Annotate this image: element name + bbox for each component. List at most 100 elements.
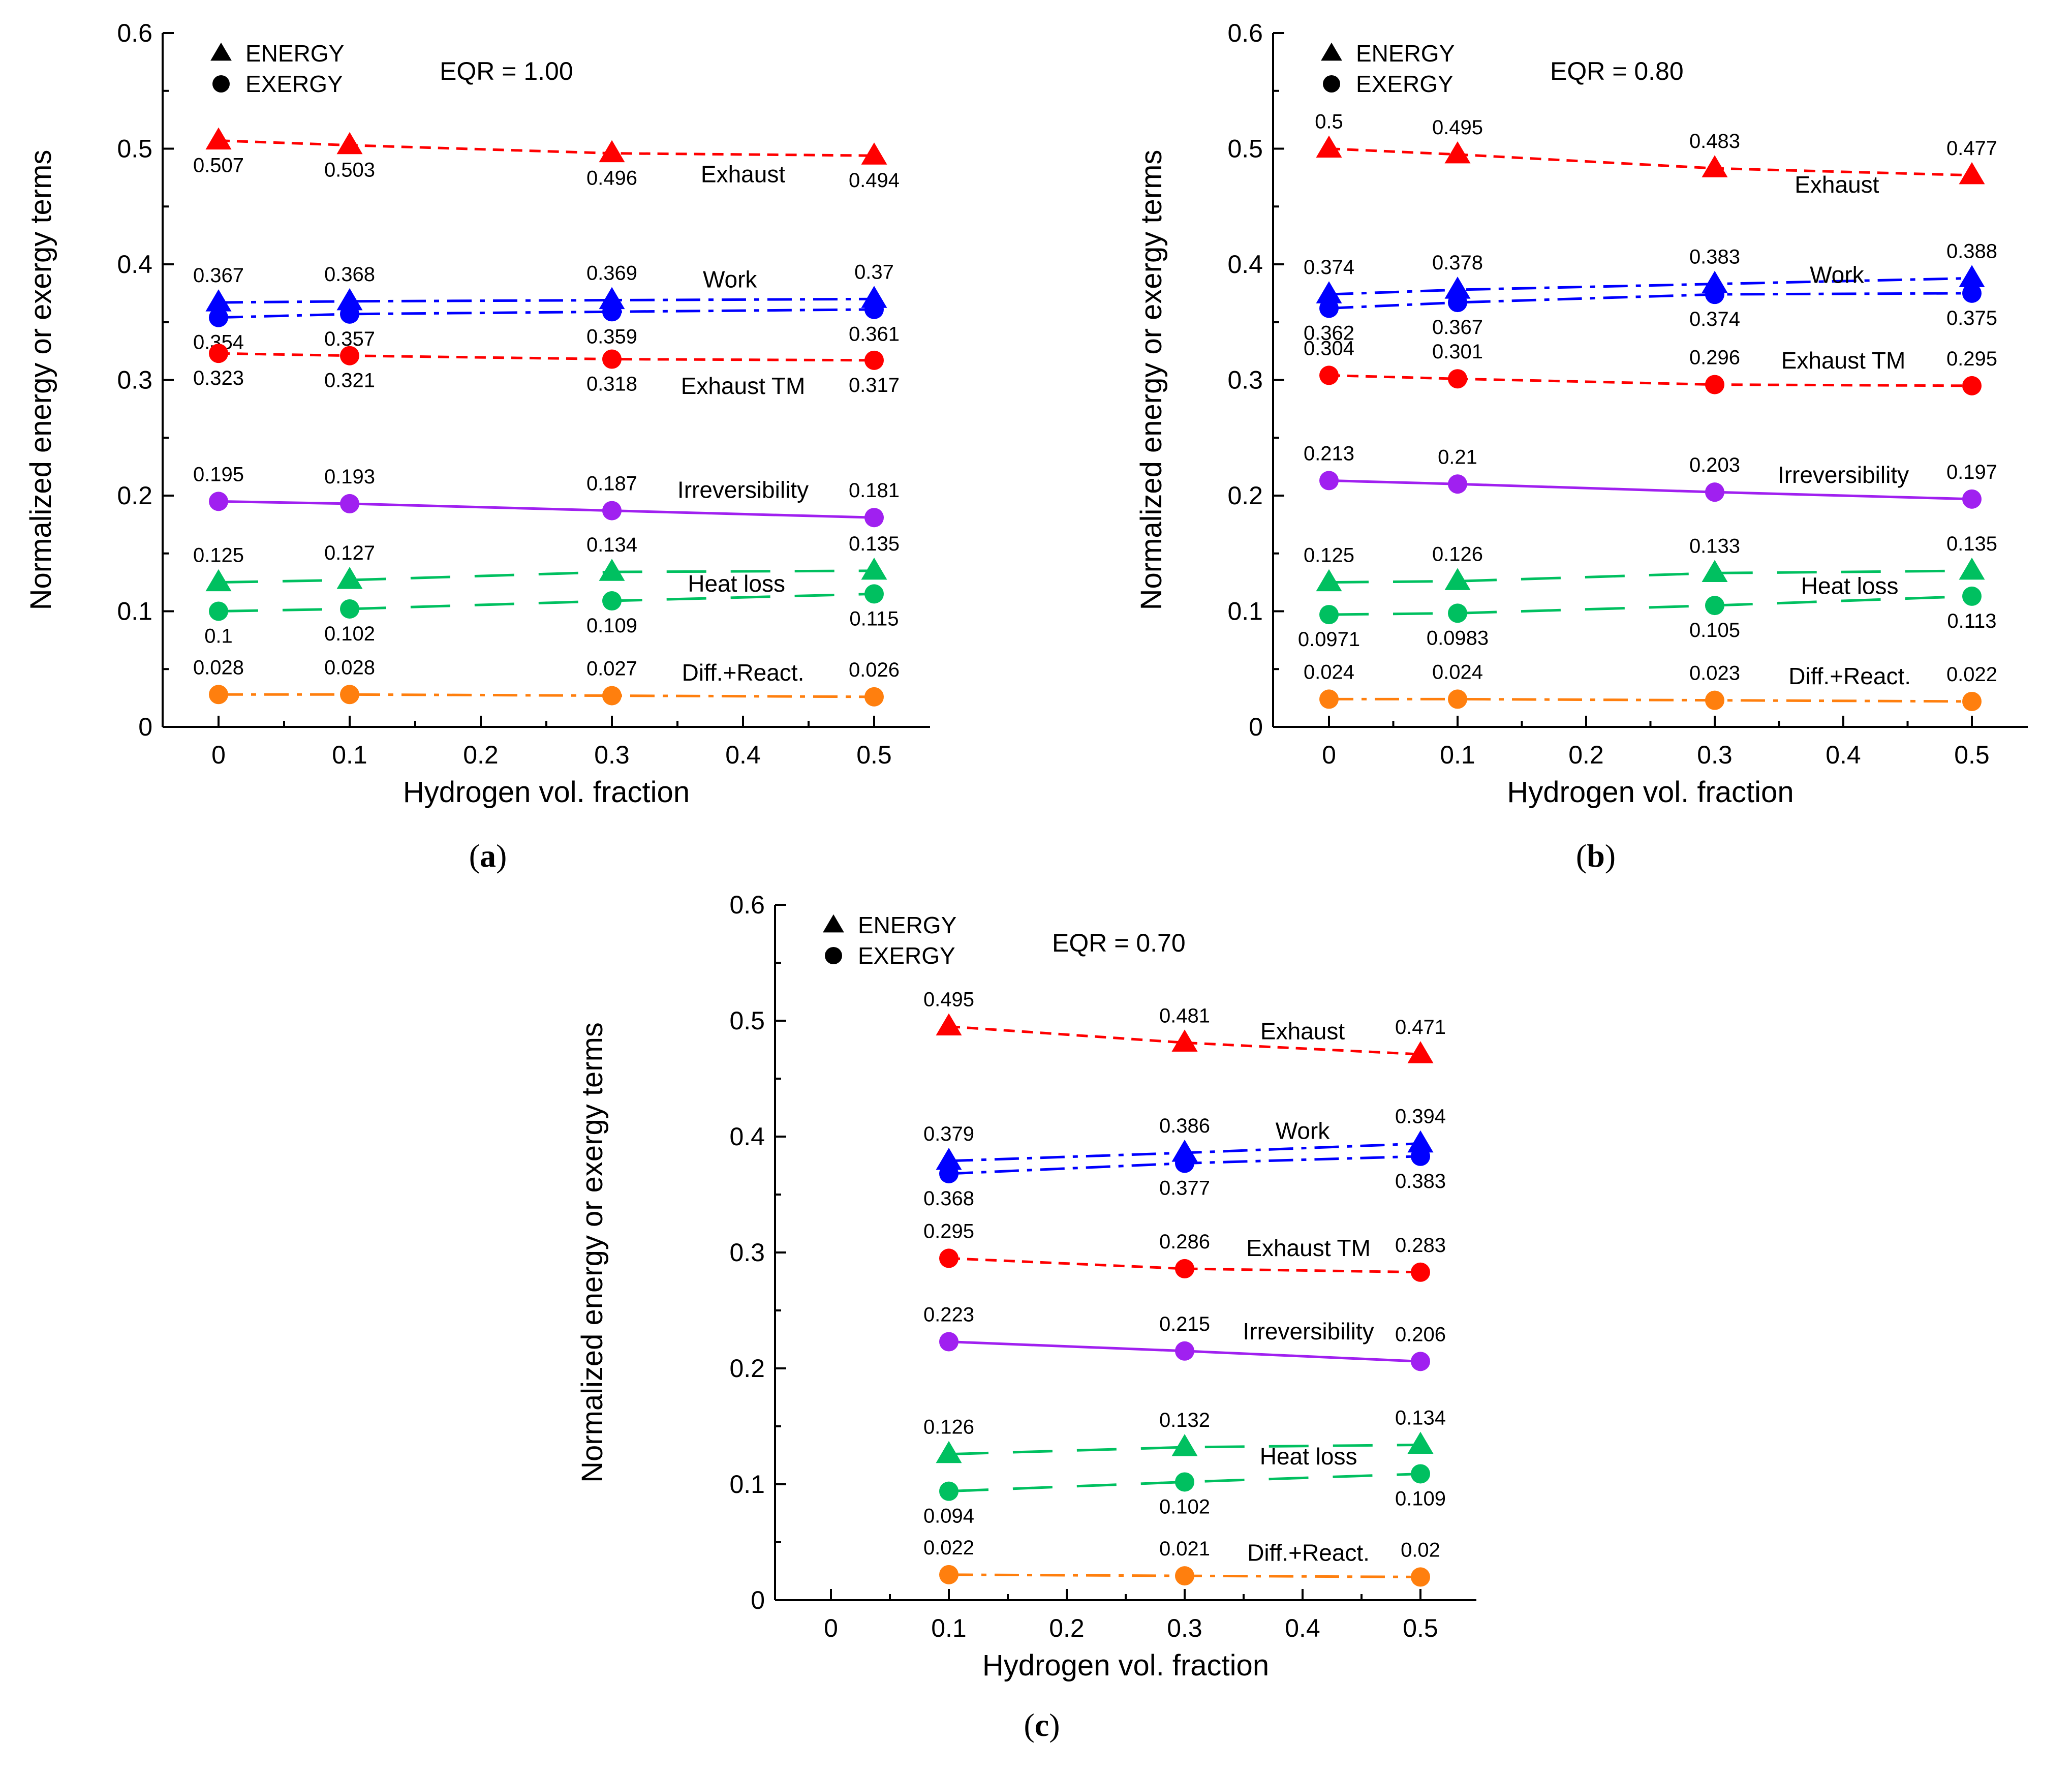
data-point-triangle xyxy=(936,1441,962,1463)
data-point-circle xyxy=(1411,1352,1430,1371)
legend-triangle-icon xyxy=(823,914,844,933)
data-label: 0.102 xyxy=(1159,1495,1210,1518)
data-label: 0.126 xyxy=(1432,543,1483,565)
legend-label: EXERGY xyxy=(245,71,343,97)
series-name-label: Work xyxy=(703,266,757,293)
data-point-circle xyxy=(864,687,884,707)
x-tick-label: 0 xyxy=(824,1614,838,1642)
data-point-circle xyxy=(602,501,622,521)
series-heat-loss-energy: 0.125 0.127 0.134 0.135 xyxy=(193,533,900,592)
data-point-triangle xyxy=(336,288,363,311)
data-point-triangle xyxy=(1407,1130,1434,1153)
x-tick-label: 0.5 xyxy=(1403,1614,1438,1642)
data-point-circle xyxy=(1962,691,1982,711)
legend-triangle-icon xyxy=(1321,42,1342,61)
panel-caption: (a) xyxy=(469,838,507,874)
legend-label: EXERGY xyxy=(858,942,955,969)
data-label: 0.094 xyxy=(923,1505,974,1527)
panel-caption-open: ( xyxy=(1576,838,1587,874)
data-label: 0.5 xyxy=(1315,111,1343,133)
x-axis-title: Hydrogen vol. fraction xyxy=(982,1649,1269,1682)
x-tick-label: 0.1 xyxy=(332,741,367,769)
data-point-circle xyxy=(209,492,228,511)
series-exhaust-energy: 0.495 0.481 0.471 xyxy=(923,988,1446,1063)
series-line xyxy=(948,1257,1421,1274)
series-diff-react--exergy: 0.028 0.028 0.027 0.026 xyxy=(193,656,900,707)
data-label: 0.1 xyxy=(204,625,233,648)
y-tick-label: 0.5 xyxy=(1227,135,1263,163)
x-tick-label: 0.4 xyxy=(1826,741,1861,769)
legend-circle-icon xyxy=(1323,75,1340,93)
series-line xyxy=(948,1472,1421,1493)
x-tick-label: 0.2 xyxy=(463,741,499,769)
data-point-triangle xyxy=(1171,1029,1198,1052)
data-point-circle xyxy=(209,308,228,327)
data-label: 0.386 xyxy=(1159,1115,1210,1137)
x-tick-label: 0.3 xyxy=(594,741,630,769)
y-tick-label: 0 xyxy=(751,1586,765,1614)
data-point-circle xyxy=(340,346,359,365)
y-tick-label: 0.5 xyxy=(117,135,152,163)
data-point-circle xyxy=(864,350,884,370)
data-label: 0.135 xyxy=(849,533,900,555)
data-point-triangle xyxy=(1702,155,1728,177)
series-line xyxy=(1328,374,1972,387)
data-label: 0.0971 xyxy=(1298,628,1360,651)
y-tick-label: 0.4 xyxy=(729,1122,765,1151)
panel-caption: (b) xyxy=(1576,838,1616,874)
series-heat-loss-energy: 0.125 0.126 0.133 0.135 xyxy=(1304,533,1997,592)
data-label: 0.503 xyxy=(324,159,375,181)
data-label: 0.0983 xyxy=(1427,627,1489,649)
series-irreversibility-exergy: 0.213 0.21 0.203 0.197 xyxy=(1304,442,1997,509)
data-label: 0.105 xyxy=(1689,619,1740,641)
y-axis-title: Normalized energy or exergy terms xyxy=(576,1022,609,1483)
data-point-circle xyxy=(939,1481,958,1501)
series-name-label: Exhaust TM xyxy=(1246,1235,1371,1261)
data-label: 0.37 xyxy=(854,261,894,283)
series-name-label: Exhaust TM xyxy=(1781,347,1906,374)
y-tick-label: 0.2 xyxy=(1227,481,1263,510)
x-tick-label: 0.2 xyxy=(1568,741,1604,769)
data-point-circle xyxy=(602,591,622,611)
data-label: 0.495 xyxy=(1432,116,1483,139)
data-label: 0.507 xyxy=(193,155,244,177)
data-point-triangle xyxy=(599,287,625,310)
data-label: 0.181 xyxy=(849,479,900,502)
series-heat-loss-exergy: 0.1 0.102 0.109 0.115 xyxy=(204,584,899,648)
series-work-energy: 0.379 0.386 0.394 xyxy=(923,1106,1446,1170)
data-label: 0.375 xyxy=(1946,307,1997,329)
legend-triangle-icon xyxy=(210,42,232,61)
series-work-exergy: 0.354 0.357 0.359 0.361 xyxy=(193,299,900,354)
data-label: 0.133 xyxy=(1689,535,1740,557)
x-tick-label: 0.1 xyxy=(931,1614,967,1642)
data-label: 0.223 xyxy=(923,1304,974,1326)
data-point-circle xyxy=(1411,1146,1430,1166)
series-exhaust-energy: 0.5 0.495 0.483 0.477 xyxy=(1315,111,1997,185)
data-label: 0.113 xyxy=(1947,610,1996,632)
series-line xyxy=(1328,292,1972,310)
panel-caption-letter: a xyxy=(480,838,496,874)
data-point-circle xyxy=(209,685,228,705)
x-tick-label: 0.4 xyxy=(725,741,761,769)
data-point-triangle xyxy=(205,289,232,312)
y-tick-label: 0.6 xyxy=(117,19,152,47)
x-axis-title: Hydrogen vol. fraction xyxy=(403,776,690,809)
data-label: 0.295 xyxy=(923,1220,974,1242)
series-line xyxy=(1329,697,1972,703)
data-label: 0.321 xyxy=(324,370,375,392)
x-axis-title: Hydrogen vol. fraction xyxy=(1507,776,1793,809)
data-point-circle xyxy=(340,304,359,324)
data-label: 0.022 xyxy=(1946,663,1997,686)
data-point-triangle xyxy=(205,127,232,150)
data-label: 0.304 xyxy=(1304,337,1354,359)
series-work-exergy: 0.362 0.367 0.374 0.375 xyxy=(1304,283,1997,344)
series-exhaust-energy: 0.507 0.503 0.496 0.494 xyxy=(193,127,900,192)
legend-label: ENERGY xyxy=(245,40,344,67)
data-point-circle xyxy=(1411,1567,1430,1587)
data-label: 0.378 xyxy=(1432,252,1483,274)
series-line xyxy=(218,297,875,304)
data-point-circle xyxy=(1175,1472,1194,1492)
data-point-circle xyxy=(1319,689,1339,709)
data-label: 0.135 xyxy=(1946,533,1997,555)
data-label: 0.109 xyxy=(586,615,637,637)
